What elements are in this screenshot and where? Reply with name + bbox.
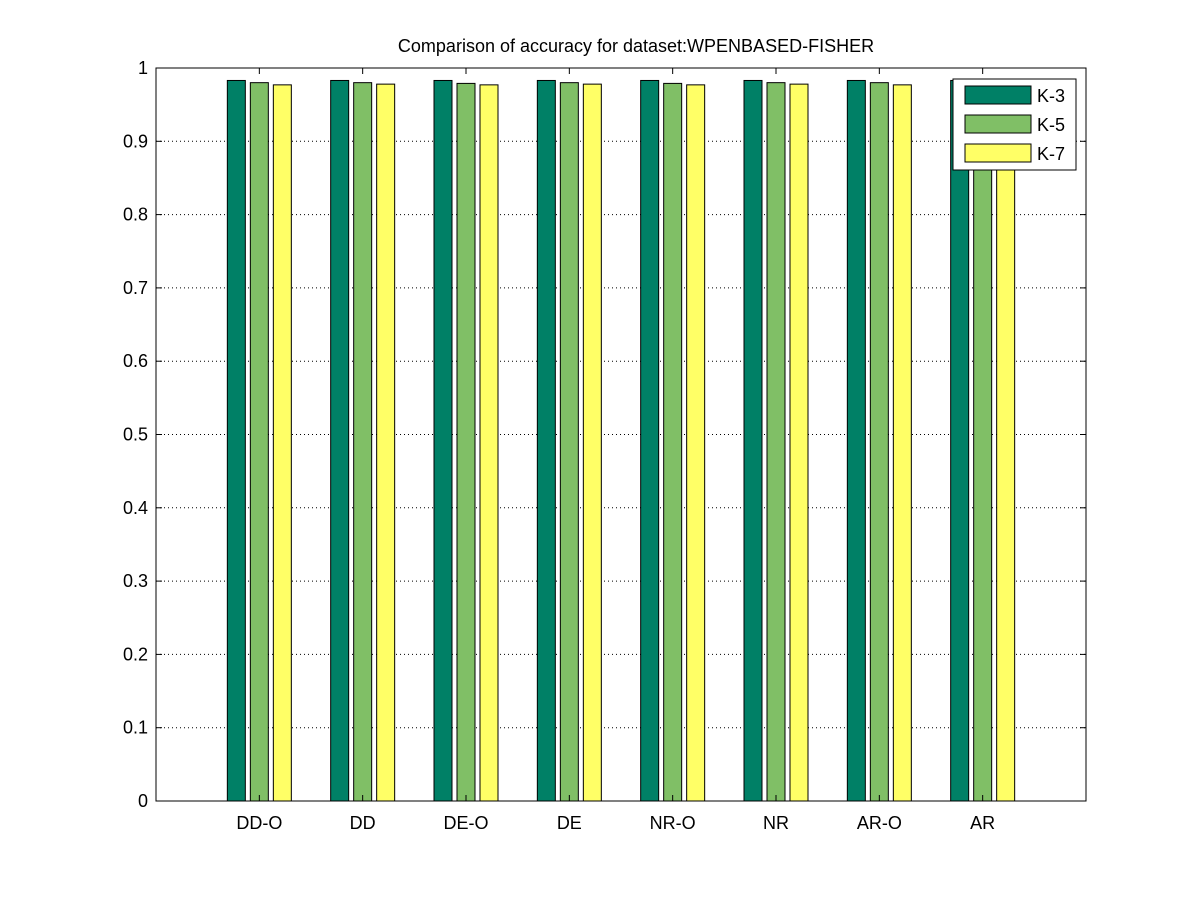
bar-k-5-de [559,82,579,802]
y-tick-label: 0.2 [123,644,148,664]
legend-swatch-k-5 [964,114,1032,134]
x-tick-label: DD-O [236,813,282,833]
bar-k-3-dd [330,79,350,802]
legend-label: K-3 [1037,86,1065,106]
bar-k-5-nr [766,82,786,802]
x-tick-label: NR [763,813,789,833]
grid-lines [156,140,1086,729]
bar-k-5-de-o [456,82,476,802]
y-tick-label: 0.4 [123,498,148,518]
bar-k-5-ar-o [869,82,889,802]
bar-k-7-dd-o [272,84,292,802]
y-tick-label: 0.3 [123,571,148,591]
x-tick-label: AR-O [857,813,902,833]
bar-k-7-ar-o [892,84,912,802]
bar-k-3-de-o [433,79,453,802]
bar-k-7-ar [996,83,1016,802]
x-tick-label: DD [350,813,376,833]
bar-k-7-dd [376,83,396,802]
bar-k-3-dd-o [226,79,246,802]
bar-k-7-de-o [479,84,499,802]
bar-k-5-dd-o [249,82,269,802]
y-tick-label: 0.7 [123,278,148,298]
bar-k-7-nr [789,83,809,802]
y-tick-label: 0.1 [123,718,148,738]
x-tick-label: DE-O [444,813,489,833]
bar-k-5-ar [973,82,993,802]
bar-k-7-nr-o [686,84,706,802]
legend: K-3 K-5 K-7 [952,78,1077,171]
bars [226,79,1016,802]
y-tick-label: 0 [138,791,148,811]
legend-swatch-k-7 [964,143,1032,163]
bar-k-5-dd [353,82,373,802]
y-tick-label: 1 [138,58,148,78]
bar-k-3-nr [743,79,763,802]
chart-title: Comparison of accuracy for dataset:WPENB… [398,36,874,56]
y-tick-label: 0.6 [123,351,148,371]
y-tick-label: 0.8 [123,205,148,225]
x-axis-ticks: DD-O DD DE-O DE NR-O NR AR-O AR [236,68,995,833]
bar-k-3-ar-o [846,79,866,802]
legend-swatch-k-3 [964,85,1032,105]
bar-k-3-de [536,79,556,802]
x-tick-label: NR-O [650,813,696,833]
y-tick-label: 0.9 [123,131,148,151]
legend-label: K-7 [1037,144,1065,164]
bar-k-3-ar [950,79,970,802]
x-tick-label: DE [557,813,582,833]
y-axis-ticks: 0 0.1 0.2 0.3 0.4 0.5 0.6 0.7 0.8 0.9 1 [123,58,1086,811]
bar-k-5-nr-o [663,82,683,802]
y-tick-label: 0.5 [123,425,148,445]
x-tick-label: AR [970,813,995,833]
bar-k-3-nr-o [640,79,660,802]
bar-k-7-de [582,83,602,802]
legend-label: K-5 [1037,115,1065,135]
